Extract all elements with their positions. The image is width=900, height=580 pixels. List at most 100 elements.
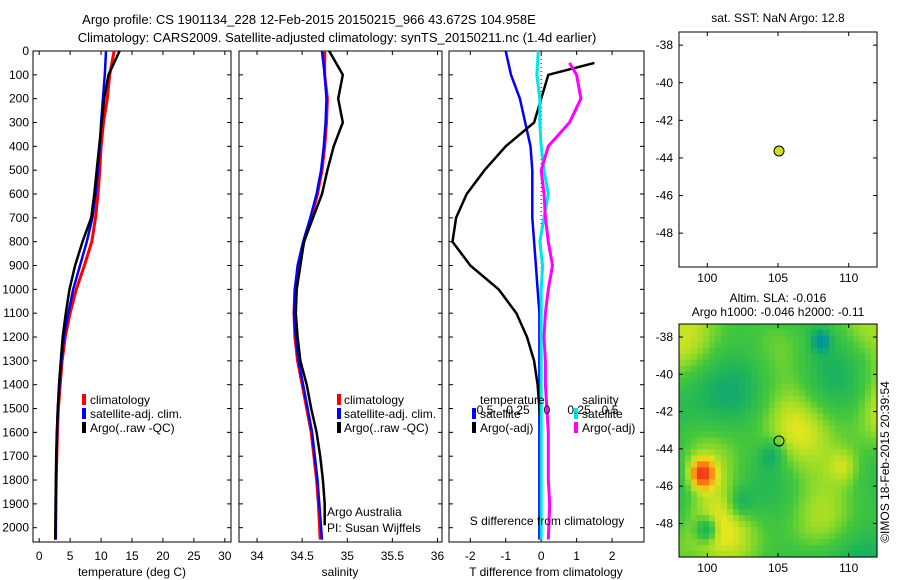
heatmap-cell	[805, 431, 812, 439]
heatmap-cell	[769, 491, 776, 498]
heatmap-cell	[685, 443, 692, 451]
heatmap-cell	[841, 389, 848, 397]
series-line	[54, 50, 121, 540]
heatmap-cell	[811, 341, 818, 349]
heatmap-cell	[757, 485, 764, 492]
heatmap-cell	[865, 377, 872, 385]
heatmap-cell	[811, 491, 818, 498]
heatmap-cell	[859, 545, 866, 552]
legend-swatch-argo	[472, 422, 476, 433]
heatmap-cell	[745, 479, 752, 486]
heatmap-cell	[787, 335, 794, 343]
heatmap-cell	[769, 324, 776, 331]
heatmap-cell	[679, 419, 686, 427]
heatmap-cell	[859, 371, 866, 379]
heatmap-cell	[709, 533, 716, 540]
heatmap-cell	[691, 431, 698, 439]
heatmap-cell	[769, 347, 776, 355]
heatmap-cell	[847, 431, 854, 439]
heatmap-cell	[757, 479, 764, 486]
heatmap-cell	[781, 431, 788, 439]
heatmap-cell	[841, 527, 848, 534]
heatmap-cell	[685, 515, 692, 522]
heatmap-cell	[715, 371, 722, 379]
heatmap-cell	[703, 437, 710, 445]
heatmap-cell	[781, 539, 788, 546]
heatmap-cell	[751, 324, 758, 331]
heatmap-cell	[751, 377, 758, 385]
heatmap-cell	[799, 431, 806, 439]
heatmap-cell	[805, 545, 812, 552]
heatmap-cell	[691, 324, 698, 331]
heatmap-cell	[835, 341, 842, 349]
heatmap-cell	[859, 539, 866, 546]
heatmap-cell	[739, 479, 746, 486]
heatmap-cell	[775, 491, 782, 498]
heatmap-cell	[769, 503, 776, 510]
heatmap-cell	[853, 521, 860, 528]
heatmap-cell	[763, 425, 770, 433]
imos-timestamp: ©IMOS 18-Feb-2015 20:39:54	[878, 381, 892, 543]
heatmap-cell	[781, 515, 788, 522]
heatmap-cell	[805, 419, 812, 427]
heatmap-cell	[721, 389, 728, 397]
heatmap-cell	[823, 401, 830, 409]
map-y-tick-label: -44	[656, 151, 674, 165]
heatmap-cell	[697, 545, 704, 552]
heatmap-cell	[829, 425, 836, 433]
heatmap-cell	[703, 551, 710, 558]
heatmap-cell	[787, 383, 794, 391]
heatmap-cell	[727, 443, 734, 451]
heatmap-cell	[823, 443, 830, 451]
heatmap-cell	[811, 515, 818, 522]
heatmap-cell	[775, 335, 782, 343]
heatmap-cell	[775, 377, 782, 385]
difference-curves	[451, 50, 595, 542]
heatmap-cell	[853, 533, 860, 540]
heatmap-cell	[703, 395, 710, 403]
heatmap-cell	[691, 371, 698, 379]
heatmap-cell	[775, 389, 782, 397]
heatmap-cell	[865, 479, 872, 486]
heatmap-cell	[781, 449, 788, 457]
heatmap-cell	[715, 395, 722, 403]
heatmap-cell	[751, 437, 758, 445]
heatmap-cell	[799, 485, 806, 492]
heatmap-cell	[817, 461, 824, 468]
heatmap-cell	[763, 341, 770, 349]
heatmap-cell	[757, 515, 764, 522]
heatmap-cell	[811, 425, 818, 433]
heatmap-cell	[859, 443, 866, 451]
heatmap-cell	[859, 503, 866, 510]
heatmap-cell	[709, 395, 716, 403]
heatmap-cell	[781, 395, 788, 403]
heatmap-cell	[763, 509, 770, 516]
heatmap-cell	[787, 539, 794, 546]
heatmap-cell	[727, 341, 734, 349]
legend-swatch-climatology	[82, 394, 86, 405]
heatmap-cell	[847, 395, 854, 403]
heatmap-cell	[799, 425, 806, 433]
heatmap-cell	[685, 473, 692, 480]
heatmap-cell	[727, 395, 734, 403]
heatmap-cell	[703, 533, 710, 540]
heatmap-cell	[817, 443, 824, 451]
depth-tick-label: 1200	[2, 330, 29, 344]
legend-label: Argo(..raw -QC)	[90, 421, 175, 435]
heatmap-cell	[733, 425, 740, 433]
heatmap-cell	[715, 527, 722, 534]
heatmap-cell	[793, 383, 800, 391]
heatmap-cell	[835, 383, 842, 391]
heatmap-cell	[823, 395, 830, 403]
heatmap-cell	[787, 455, 794, 463]
heatmap-cell	[709, 377, 716, 385]
temperature-axes	[32, 50, 232, 543]
x-tick-label: 36	[431, 549, 445, 563]
heatmap-cell	[799, 371, 806, 379]
heatmap-cell	[691, 365, 698, 373]
heatmap-cell	[691, 401, 698, 409]
heatmap-cell	[841, 479, 848, 486]
heatmap-cell	[871, 521, 878, 528]
heatmap-cell	[847, 329, 854, 337]
heatmap-cell	[769, 371, 776, 379]
